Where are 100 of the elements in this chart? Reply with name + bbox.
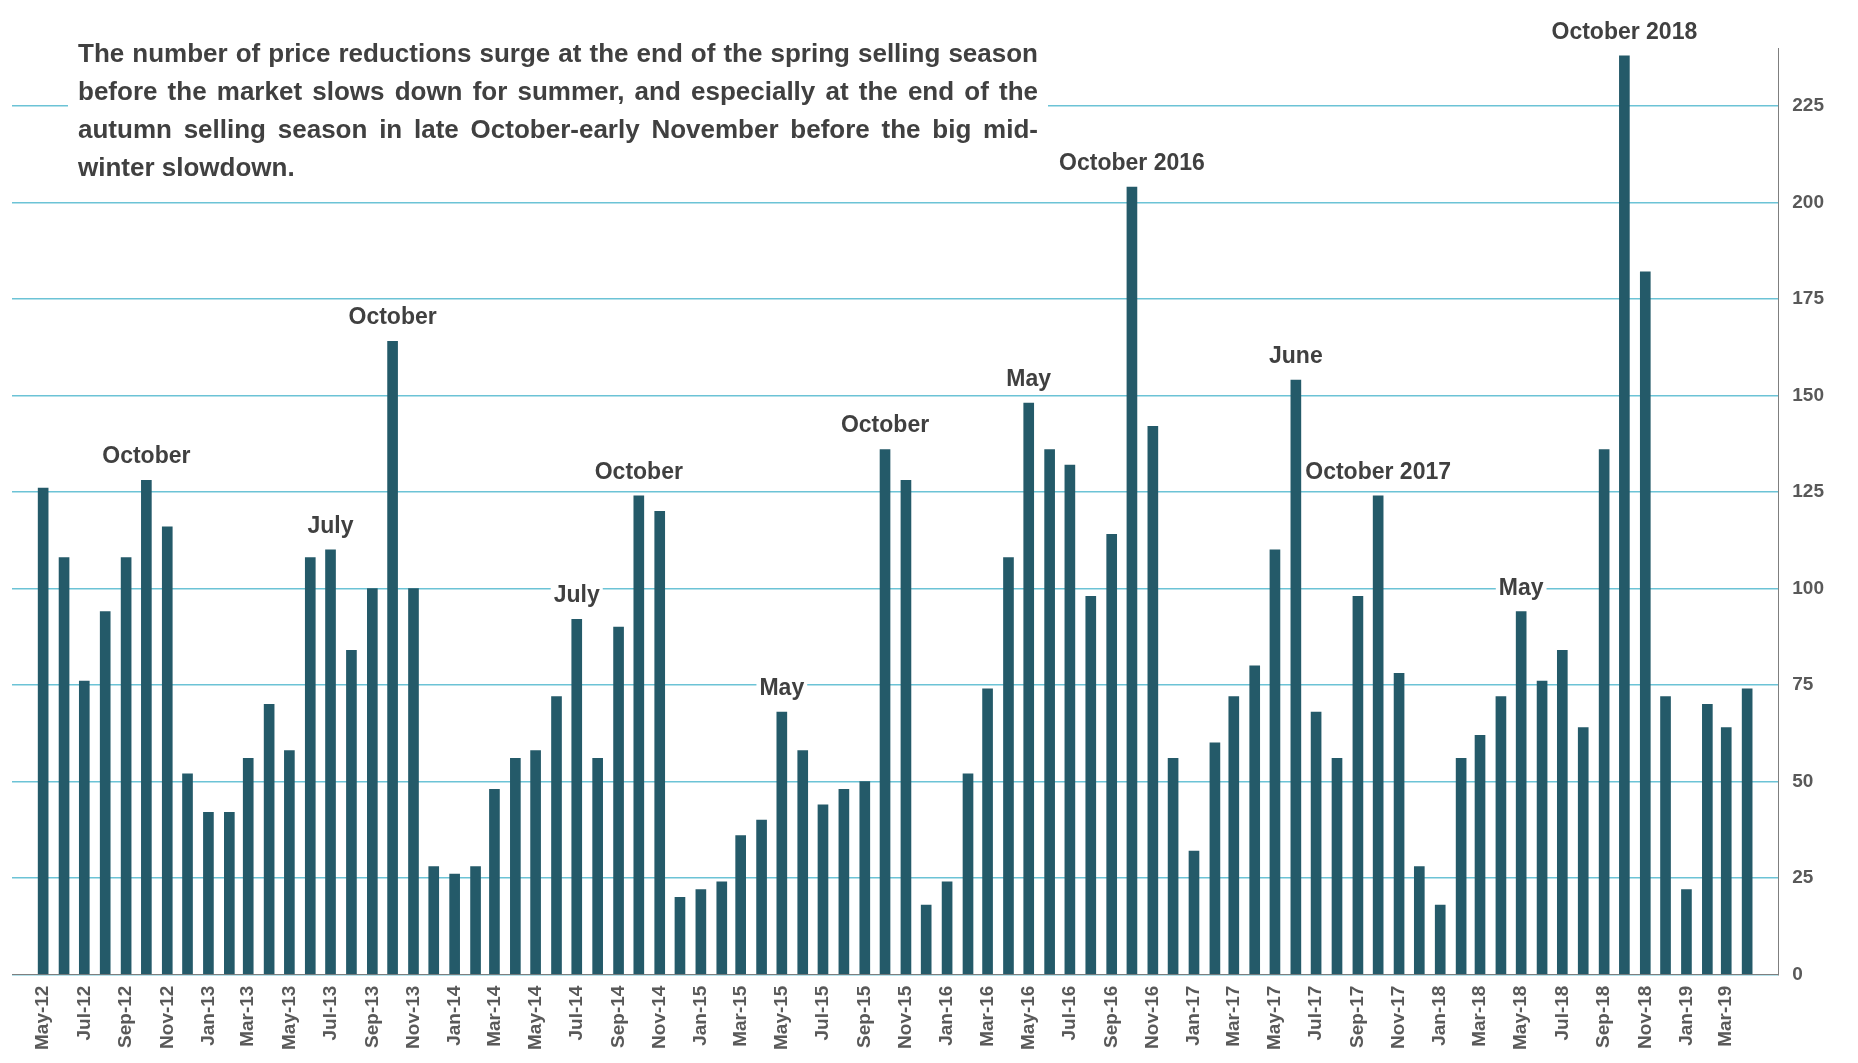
bar: [510, 758, 521, 975]
bar: [592, 758, 603, 975]
x-tick-label: May-12: [31, 985, 53, 1050]
bar: [879, 449, 891, 975]
bar: [674, 897, 686, 975]
bar: [613, 626, 624, 975]
bar: [1536, 680, 1548, 975]
bar: [1023, 402, 1035, 975]
bar: [1085, 595, 1097, 975]
x-tick-label: Jan-18: [1428, 985, 1450, 1046]
bar: [1352, 595, 1364, 975]
x-tick-label: Sep-17: [1346, 985, 1368, 1048]
y-tick-label: 100: [1792, 576, 1824, 598]
annotation: May: [1006, 365, 1052, 392]
bar: [1310, 711, 1322, 975]
bar: [58, 557, 70, 975]
bar: [325, 549, 336, 975]
bar: [1434, 904, 1446, 975]
bar: [1188, 850, 1200, 975]
bar: [1660, 696, 1671, 975]
bar: [1106, 534, 1118, 975]
bar: [571, 619, 583, 975]
annotation: July: [307, 511, 354, 538]
x-tick-label: Mar-15: [728, 985, 750, 1047]
x-tick-label: Jul-15: [811, 985, 833, 1041]
x-tick-label: Jul-14: [564, 985, 586, 1041]
bar: [551, 696, 562, 975]
x-tick-label: May-17: [1263, 985, 1285, 1050]
x-tick-label: Jan-14: [442, 985, 464, 1046]
x-tick-label: May-14: [523, 985, 545, 1050]
bar: [1413, 866, 1425, 975]
bar: [120, 557, 132, 975]
annotation: May: [759, 673, 805, 700]
x-tick-label: Mar-19: [1714, 985, 1736, 1047]
bar: [982, 688, 993, 975]
bar: [920, 904, 932, 975]
annotation: May: [1498, 573, 1544, 600]
x-tick-label: May-15: [770, 985, 792, 1050]
bar: [1064, 464, 1076, 975]
annotation: October 2018: [1551, 17, 1698, 44]
bar: [304, 557, 316, 975]
bar: [1269, 549, 1281, 975]
x-tick-label: Nov-13: [401, 985, 423, 1049]
bar: [1639, 271, 1651, 975]
x-tick-label: Nov-17: [1387, 985, 1409, 1049]
x-tick-label: Mar-16: [975, 985, 997, 1047]
bar: [859, 781, 871, 975]
x-tick-label: Mar-18: [1468, 985, 1490, 1047]
bar: [1147, 426, 1159, 975]
annotation: June: [1269, 341, 1323, 368]
annotation: October: [102, 442, 191, 469]
y-tick-label: 0: [1792, 962, 1803, 984]
bar: [1598, 449, 1610, 975]
x-tick-label: Jul-18: [1550, 985, 1572, 1041]
bar: [263, 704, 275, 975]
y-tick-label: 25: [1792, 866, 1814, 888]
x-tick-label: Jan-16: [935, 985, 957, 1046]
bar: [1249, 665, 1261, 975]
bar: [817, 804, 829, 975]
bar: [1228, 696, 1240, 975]
bar: [1209, 742, 1221, 975]
bar: [1455, 758, 1467, 975]
y-tick-label: 225: [1792, 94, 1825, 116]
annotation: October: [594, 457, 683, 484]
x-tick-label: Jan-19: [1674, 985, 1696, 1046]
x-tick-label: Jul-13: [318, 985, 340, 1041]
bar: [1720, 727, 1732, 975]
bar: [838, 788, 850, 975]
bar: [224, 812, 235, 975]
bar: [797, 750, 809, 975]
bar: [716, 881, 728, 975]
x-tick-label: Mar-17: [1222, 985, 1244, 1047]
x-tick-label: Jan-13: [196, 985, 218, 1046]
x-tick-label: Sep-16: [1099, 985, 1121, 1048]
annotation: October: [840, 411, 930, 438]
y-tick-label: 200: [1792, 190, 1824, 212]
bar: [1167, 758, 1179, 975]
x-tick-label: Nov-18: [1633, 985, 1655, 1049]
bar: [428, 866, 440, 975]
bar: [1126, 186, 1138, 975]
bar: [99, 611, 111, 975]
x-tick-label: Jan-15: [689, 985, 711, 1046]
bar: [408, 588, 419, 975]
x-tick-label: Jul-17: [1304, 985, 1326, 1041]
bar: [1290, 379, 1302, 975]
bar: [1044, 449, 1055, 975]
bar: [489, 788, 500, 975]
bar: [1474, 734, 1486, 975]
x-tick-label: Nov-16: [1141, 985, 1163, 1049]
y-tick-label: 75: [1792, 673, 1814, 695]
x-tick-label: Nov-14: [647, 985, 669, 1049]
bar: [1702, 704, 1713, 975]
bar: [695, 889, 707, 975]
bar: [1515, 611, 1527, 975]
x-tick-label: Nov-12: [155, 985, 177, 1049]
bar: [141, 480, 152, 975]
annotation: The number of price reductions surge at the end of the spring selling season before the market slows down for summer, and especially at the end of the autumn selling season in late October-early November before the big mid-winter slowdown.: [68, 30, 1048, 190]
bar: [1003, 557, 1014, 975]
bar: [346, 649, 357, 975]
x-tick-label: Sep-12: [114, 985, 136, 1048]
